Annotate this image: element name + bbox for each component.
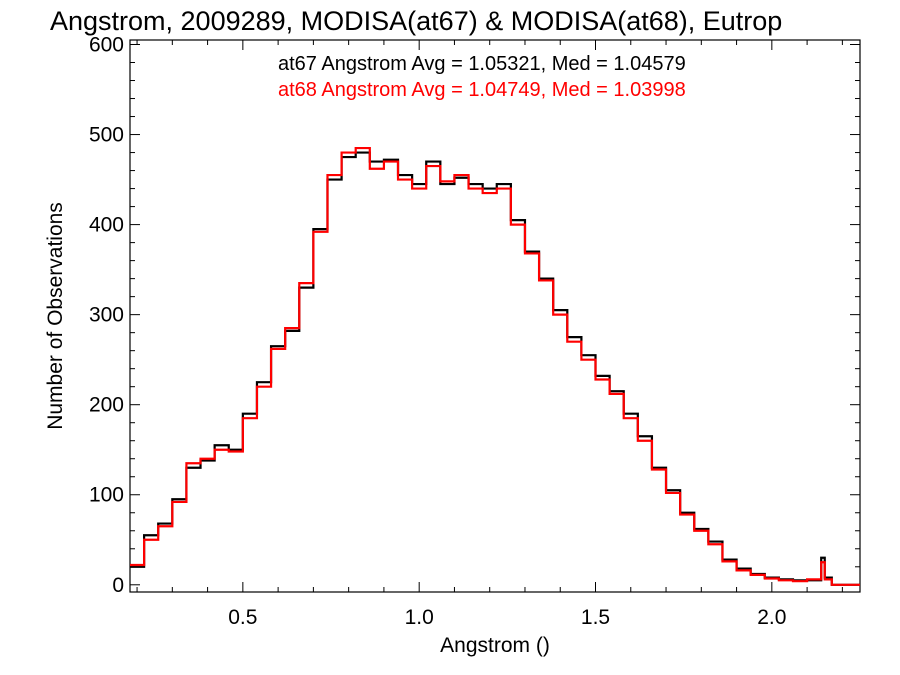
y-tick-label: 0 [112, 574, 124, 597]
y-tick-label: 300 [89, 304, 124, 327]
series-at67-line [130, 151, 860, 586]
x-tick-label: 2.0 [757, 606, 786, 629]
stat-annotation-1: at68 Angstrom Avg = 1.04749, Med = 1.039… [278, 79, 686, 101]
x-tick-label: 0.5 [228, 606, 257, 629]
stat-annotations: at67 Angstrom Avg = 1.05321, Med = 1.045… [278, 53, 686, 101]
x-axis-label: Angstrom () [440, 634, 550, 657]
y-tick-label: 500 [89, 124, 124, 147]
chart-title: Angstrom, 2009289, MODISA(at67) & MODISA… [50, 6, 782, 36]
y-tick-labels: 0 100 200 300 400 500 600 [89, 34, 124, 597]
axis-ticks [130, 40, 860, 592]
y-tick-label: 200 [89, 394, 124, 417]
y-tick-label: 400 [89, 214, 124, 237]
x-tick-labels: 0.5 1.0 1.5 2.0 [228, 606, 786, 629]
y-tick-label: 100 [89, 484, 124, 507]
stat-annotation-0: at67 Angstrom Avg = 1.05321, Med = 1.045… [278, 53, 686, 75]
series-at68-line [130, 146, 860, 586]
y-tick-label: 600 [89, 34, 124, 57]
data-series [129, 146, 861, 586]
plot-frame [129, 39, 861, 593]
plot-border [129, 39, 861, 593]
x-tick-label: 1.5 [581, 606, 610, 629]
x-tick-label: 1.0 [405, 606, 434, 629]
y-axis-label: Number of Observations [44, 202, 67, 430]
